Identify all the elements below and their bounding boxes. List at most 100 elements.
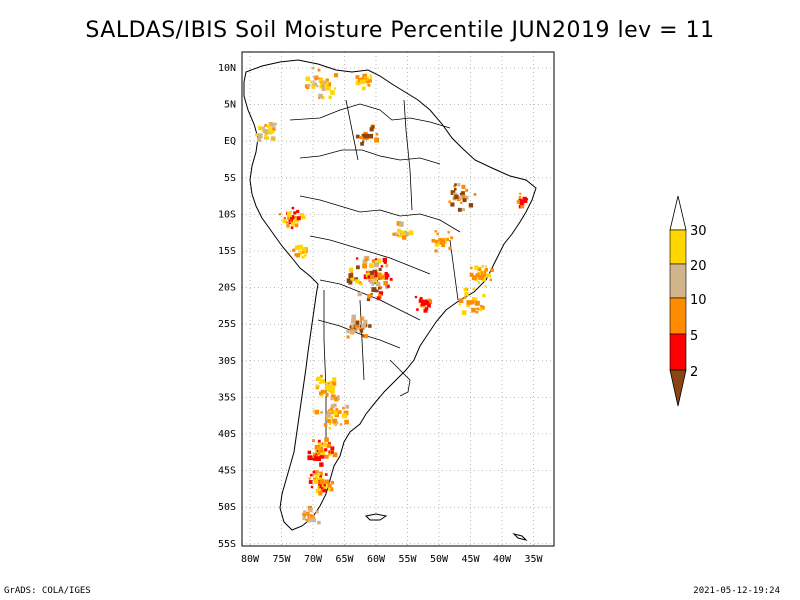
moisture-cell xyxy=(371,287,377,293)
moisture-cell xyxy=(368,324,372,328)
moisture-cell xyxy=(470,266,473,270)
moisture-cell xyxy=(282,218,287,223)
moisture-cell xyxy=(349,330,354,334)
moisture-cell xyxy=(305,518,308,522)
lon-tick-label: 70W xyxy=(304,554,323,565)
moisture-cell xyxy=(363,319,368,324)
moisture-cell xyxy=(350,277,355,282)
moisture-cell xyxy=(317,520,321,525)
moisture-cell xyxy=(316,376,322,381)
moisture-cell xyxy=(270,122,274,127)
moisture-cell xyxy=(354,324,359,329)
moisture-cell xyxy=(371,125,375,129)
moisture-cell xyxy=(398,234,402,238)
moisture-cell xyxy=(296,209,300,213)
moisture-cell xyxy=(258,125,262,130)
moisture-cell xyxy=(295,245,300,250)
moisture-cell xyxy=(402,235,407,240)
moisture-cell xyxy=(477,272,483,277)
moisture-cell xyxy=(364,334,369,339)
moisture-cell xyxy=(355,134,360,139)
moisture-cell xyxy=(332,418,338,424)
moisture-cell xyxy=(316,449,319,452)
moisture-cell xyxy=(330,480,335,485)
moisture-cell xyxy=(396,234,399,237)
moisture-cell xyxy=(376,281,381,287)
moisture-cell xyxy=(333,410,337,414)
moisture-cell xyxy=(320,374,323,378)
moisture-cell xyxy=(461,184,466,189)
moisture-cell xyxy=(294,223,299,228)
moisture-cell xyxy=(333,422,337,425)
lon-tick-label: 55W xyxy=(398,554,417,565)
moisture-cell xyxy=(311,439,315,443)
moisture-cell xyxy=(330,397,334,401)
moisture-cell xyxy=(386,284,390,288)
moisture-cell xyxy=(317,485,320,488)
moisture-cell xyxy=(301,215,306,220)
moisture-cell xyxy=(319,462,324,467)
moisture-cell xyxy=(317,445,321,448)
colorbar-segment-20 xyxy=(669,263,687,299)
moisture-cell xyxy=(318,483,323,489)
moisture-cell xyxy=(369,263,374,269)
lon-tick-label: 35W xyxy=(524,554,543,565)
lon-tick-label: 50W xyxy=(430,554,449,565)
moisture-cell xyxy=(302,251,305,254)
moisture-cell xyxy=(334,397,338,401)
moisture-cell xyxy=(378,293,382,298)
moisture-cell xyxy=(286,211,292,216)
moisture-data-patches xyxy=(255,66,529,525)
moisture-cell xyxy=(476,307,479,311)
moisture-cell xyxy=(359,79,365,85)
moisture-cell xyxy=(404,230,408,234)
moisture-cell xyxy=(324,454,329,459)
moisture-cell xyxy=(320,411,323,414)
moisture-cell xyxy=(335,408,339,411)
moisture-cell xyxy=(480,305,485,310)
moisture-cell xyxy=(318,78,323,83)
moisture-cell xyxy=(484,270,487,274)
moisture-cell xyxy=(291,221,295,226)
moisture-cell xyxy=(330,418,333,421)
moisture-cell xyxy=(327,487,331,491)
moisture-cell xyxy=(310,514,313,518)
moisture-cell xyxy=(374,262,379,268)
map-title: SALDAS/IBIS Soil Moisture Percentile JUN… xyxy=(85,18,715,43)
moisture-cell xyxy=(478,307,483,312)
moisture-cell xyxy=(389,277,393,281)
moisture-cell xyxy=(351,314,356,320)
moisture-cell xyxy=(348,273,354,279)
legend-label-2: 2 xyxy=(690,365,698,380)
moisture-cell xyxy=(414,295,418,299)
moisture-cell xyxy=(328,426,332,430)
moisture-cell xyxy=(396,221,402,226)
moisture-cell xyxy=(330,446,335,451)
moisture-cell xyxy=(293,211,297,215)
moisture-cell xyxy=(308,508,313,513)
colorbar-bottom-arrow xyxy=(669,369,687,407)
moisture-cell xyxy=(471,275,477,281)
moisture-cell xyxy=(520,202,524,206)
moisture-cell xyxy=(461,310,467,316)
moisture-cell xyxy=(475,310,479,314)
moisture-cell xyxy=(327,484,332,489)
moisture-cell xyxy=(351,319,356,323)
moisture-cell xyxy=(346,335,350,339)
moisture-cell xyxy=(319,479,325,485)
moisture-cell xyxy=(365,76,369,80)
moisture-cell xyxy=(401,230,406,235)
moisture-cell xyxy=(447,231,450,234)
moisture-cell xyxy=(363,133,369,139)
moisture-cell xyxy=(378,286,381,290)
moisture-cell xyxy=(317,451,321,455)
moisture-cell xyxy=(363,79,367,83)
moisture-cell xyxy=(466,300,471,305)
moisture-cell xyxy=(307,450,312,455)
moisture-cell xyxy=(309,473,313,477)
moisture-cell xyxy=(319,84,324,89)
moisture-cell xyxy=(369,127,374,132)
moisture-cell xyxy=(448,246,452,251)
moisture-cell xyxy=(287,217,290,219)
moisture-cell xyxy=(320,379,325,384)
